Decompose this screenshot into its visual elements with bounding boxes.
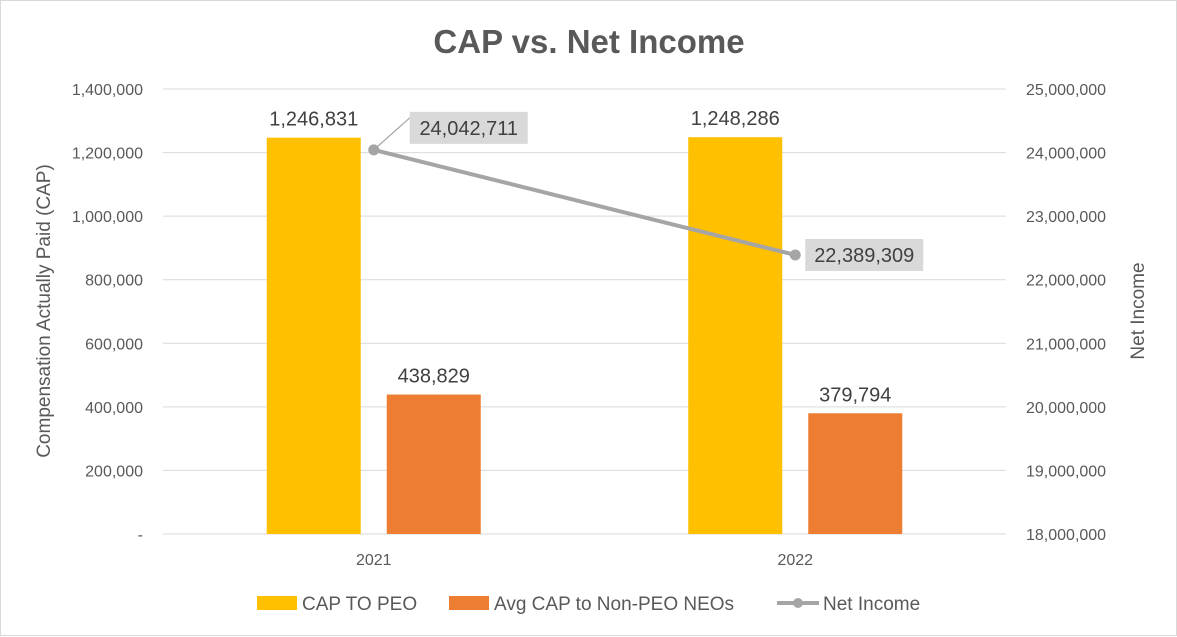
callout-leader	[373, 117, 412, 151]
x-tick-label: 2022	[777, 552, 813, 569]
bar-cap-to-peo-2021	[266, 137, 361, 535]
bar-avg-cap-to-non-peo-neos-2022	[808, 413, 903, 534]
x-tick-label: 2021	[356, 552, 392, 569]
right-axis-ticks: 18,000,000 19,000,000 20,000,000 21,000,000…	[1026, 82, 1106, 544]
left-tick-label: 1,000,000	[72, 209, 143, 226]
left-tick-label: 1,400,000	[72, 82, 143, 99]
net-income-data-label: 22,389,309	[814, 245, 914, 267]
legend-label: CAP TO PEO	[302, 594, 417, 615]
right-tick-label: 23,000,000	[1026, 209, 1106, 226]
bar-cap-to-peo-2022	[688, 137, 783, 534]
left-tick-label: 400,000	[85, 400, 143, 417]
left-axis-title: Compensation Actually Paid (CAP)	[34, 164, 55, 458]
left-tick-label: 600,000	[85, 336, 143, 353]
legend: CAP TO PEO Avg CAP to Non-PEO NEOs Net Inc…	[257, 594, 920, 615]
legend-label: Net Income	[823, 594, 920, 615]
bar-data-label: 1,248,286	[691, 108, 780, 130]
legend-marker	[793, 598, 803, 608]
left-tick-label: 200,000	[85, 463, 143, 480]
bar-avg-cap-to-non-peo-neos-2021	[386, 394, 481, 534]
bar-data-label: 1,246,831	[269, 109, 358, 131]
net-income-data-label: 24,042,711	[419, 118, 518, 140]
bar-data-label: 379,794	[819, 384, 891, 406]
bar-data-label: 438,829	[398, 366, 470, 388]
left-axis-ticks: - 200,000 400,000 600,000 800,000 1,000,000 1,…	[72, 82, 143, 544]
right-tick-label: 18,000,000	[1026, 527, 1106, 544]
right-tick-label: 25,000,000	[1026, 82, 1106, 99]
right-tick-label: 22,000,000	[1026, 273, 1106, 290]
right-tick-label: 21,000,000	[1026, 336, 1106, 353]
right-axis-title: Net Income	[1128, 262, 1149, 359]
right-tick-label: 20,000,000	[1026, 400, 1106, 417]
x-axis-ticks: 2021 2022	[356, 552, 813, 569]
left-tick-label: 800,000	[85, 273, 143, 290]
left-tick-label: -	[138, 527, 143, 544]
net-income-series-line	[373, 147, 796, 257]
right-tick-label: 24,000,000	[1026, 146, 1106, 163]
right-tick-label: 19,000,000	[1026, 463, 1106, 480]
legend-swatch	[257, 596, 297, 610]
callout-box	[409, 111, 528, 144]
legend-label: Avg CAP to Non-PEO NEOs	[494, 594, 734, 615]
legend-swatch	[449, 596, 489, 610]
chart-title: CAP vs. Net Income	[433, 23, 744, 60]
left-tick-label: 1,200,000	[72, 146, 143, 163]
net-income-line: 24,042,711 22,389,309	[368, 111, 924, 271]
bars: 1,246,831 438,829 1,248,286 379,794	[266, 108, 903, 535]
callout-box	[805, 238, 924, 271]
net-income-point-2022	[789, 249, 801, 261]
